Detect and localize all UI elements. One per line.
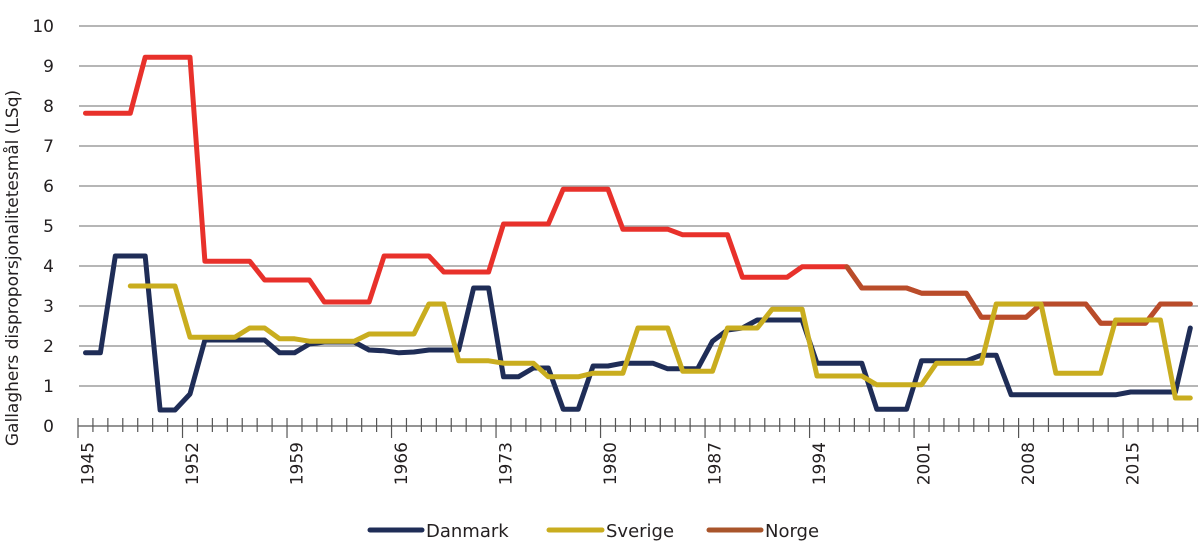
y-tick-label: 4 — [43, 257, 54, 277]
y-tick-label: 5 — [43, 217, 54, 237]
x-tick-label: 1973 — [497, 442, 517, 485]
y-tick-label: 10 — [32, 17, 54, 37]
x-tick-label: 2015 — [1124, 442, 1144, 485]
x-tick-label: 1994 — [810, 442, 830, 485]
x-tick-label: 1980 — [601, 442, 621, 485]
x-axis: 1945 1952 1959 1966 1973 1980 1987 1994 2001 2008… — [77, 418, 1199, 485]
x-tick-label: 1966 — [392, 442, 412, 485]
y-axis-tick-labels: 0 1 2 3 4 5 6 7 8 9 10 — [32, 17, 54, 437]
legend-item-norge: Norge — [706, 521, 819, 542]
y-tick-label: 9 — [43, 57, 54, 77]
x-tick-label: 2001 — [915, 442, 935, 485]
series-lines — [83, 54, 1193, 413]
legend-label-norge: Norge — [765, 521, 819, 542]
series-line-danmark — [83, 253, 1193, 413]
legend-label-sverige: Sverige — [606, 521, 674, 542]
y-tick-label: 2 — [43, 337, 54, 357]
y-tick-label: 7 — [43, 137, 54, 157]
series-line-norge-overlay — [844, 264, 1193, 326]
legend-item-danmark: Danmark — [367, 521, 509, 542]
x-tick-label: 1952 — [183, 442, 203, 485]
legend: Danmark Sverige Norge — [367, 521, 819, 542]
y-tick-label: 0 — [43, 417, 54, 437]
x-tick-label: 1987 — [706, 442, 726, 485]
y-tick-label: 8 — [43, 97, 54, 117]
gridlines — [79, 25, 1198, 387]
x-tick-label: 1945 — [78, 442, 98, 485]
legend-item-sverige: Sverige — [546, 521, 674, 542]
series-line-sverige — [127, 283, 1193, 401]
x-tick-label: 1959 — [287, 442, 307, 485]
y-tick-label: 1 — [43, 377, 54, 397]
y-tick-label: 3 — [43, 297, 54, 317]
x-tick-label: 2008 — [1019, 442, 1039, 485]
series-line-norge — [83, 54, 1193, 326]
legend-label-danmark: Danmark — [426, 521, 509, 542]
y-axis-title: Gallaghers disproporsjonalitetesmål (LSq… — [2, 90, 23, 446]
y-tick-label: 6 — [43, 177, 54, 197]
